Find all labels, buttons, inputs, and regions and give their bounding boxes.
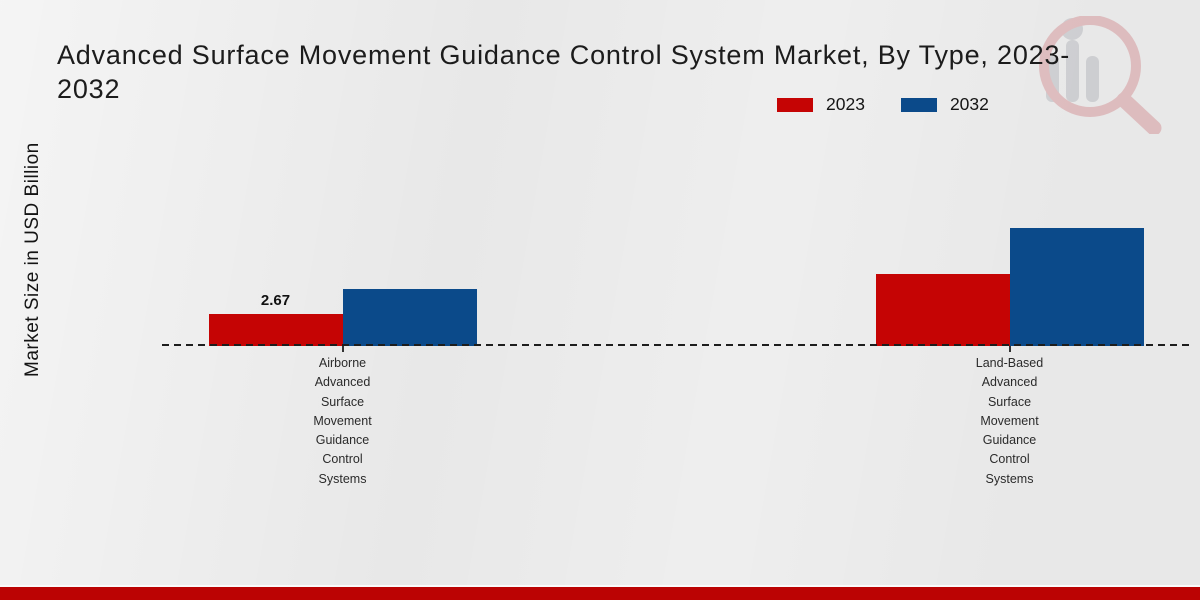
bar-value-label: 2.67 (260, 292, 291, 310)
x-axis-dashed-baseline (162, 344, 1191, 346)
bar-2032-category0 (342, 289, 477, 346)
legend-label-2032: 2032 (949, 94, 989, 114)
legend-item-2032: 2032 (900, 94, 989, 115)
legend-label-2023: 2023 (826, 94, 865, 114)
bar-2032-category1 (1009, 228, 1144, 346)
bar-2023-category0 (208, 314, 343, 346)
bar-2023-category1 (875, 273, 1010, 346)
legend: 2023 2032 (777, 94, 989, 115)
x-axis-tick (1008, 346, 1011, 352)
category-label-1: Land-Based Advanced Surface Movement Gui… (975, 356, 1044, 486)
chart-title-line2: 2032 (57, 74, 121, 104)
category-label-0: Airborne Advanced Surface Movement Guida… (313, 356, 372, 486)
chart-title: Advanced Surface Movement Guidance Contr… (57, 38, 1070, 106)
y-axis-label: Market Size in USD Billion (22, 142, 43, 378)
chart-title-line1: Advanced Surface Movement Guidance Contr… (57, 40, 1071, 70)
legend-item-2023: 2023 (777, 94, 865, 115)
legend-swatch-2023 (777, 97, 813, 112)
footer-accent-band (0, 585, 1200, 600)
market-research-future-logo-icon (1028, 15, 1193, 139)
legend-swatch-2032 (900, 97, 937, 112)
x-axis-tick (341, 346, 344, 352)
